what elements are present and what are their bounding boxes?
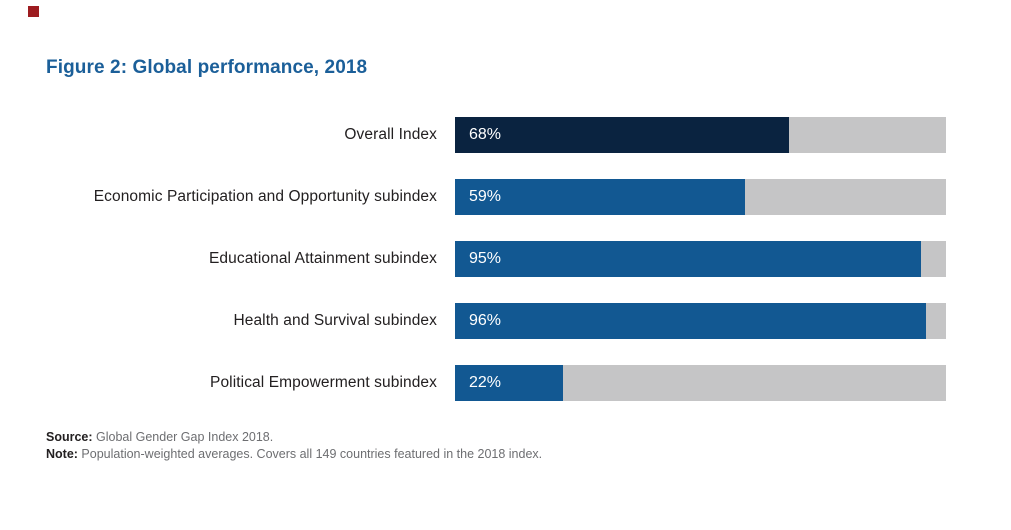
note-line: Note: Population-weighted averages. Cove… [46,446,542,463]
bar-row: Health and Survival subindex 96% [46,303,946,339]
note-label: Note: [46,447,78,461]
bar-track: 68% [455,117,946,153]
category-label: Political Empowerment subindex [210,374,437,391]
bar-fill: 59% [455,179,745,215]
bar-fill: 95% [455,241,922,277]
bar-track: 95% [455,241,946,277]
bar-row: Economic Participation and Opportunity s… [46,179,946,215]
bar-track: 22% [455,365,946,401]
bar-value-label: 22% [469,374,502,391]
category-label: Overall Index [344,126,437,143]
category-label: Economic Participation and Opportunity s… [93,188,437,205]
bar-fill: 96% [455,303,927,339]
bar-fill: 22% [455,365,564,401]
bar-value-label: 68% [469,126,502,143]
bar-track: 96% [455,303,946,339]
category-label: Health and Survival subindex [233,312,437,329]
bar-row: Political Empowerment subindex 22% [46,365,946,401]
source-label: Source: [46,430,93,444]
category-label: Educational Attainment subindex [208,250,437,267]
figure-footer: Source: Global Gender Gap Index 2018. No… [46,429,542,463]
bar-value-label: 96% [469,312,502,329]
bar-chart: Overall Index 68% Economic Participation… [46,117,946,401]
brand-red-square [28,6,39,17]
figure-title: Figure 2: Global performance, 2018 [46,57,368,78]
bar-value-label: 95% [469,250,502,267]
bar-row: Educational Attainment subindex 95% [46,241,946,277]
bar-row: Overall Index 68% [46,117,946,153]
bar-value-label: 59% [469,188,502,205]
bar-fill: 68% [455,117,789,153]
note-text: Population-weighted averages. Covers all… [77,447,543,461]
bar-track: 59% [455,179,946,215]
source-line: Source: Global Gender Gap Index 2018. [46,429,542,446]
source-text: Global Gender Gap Index 2018. [92,430,274,444]
